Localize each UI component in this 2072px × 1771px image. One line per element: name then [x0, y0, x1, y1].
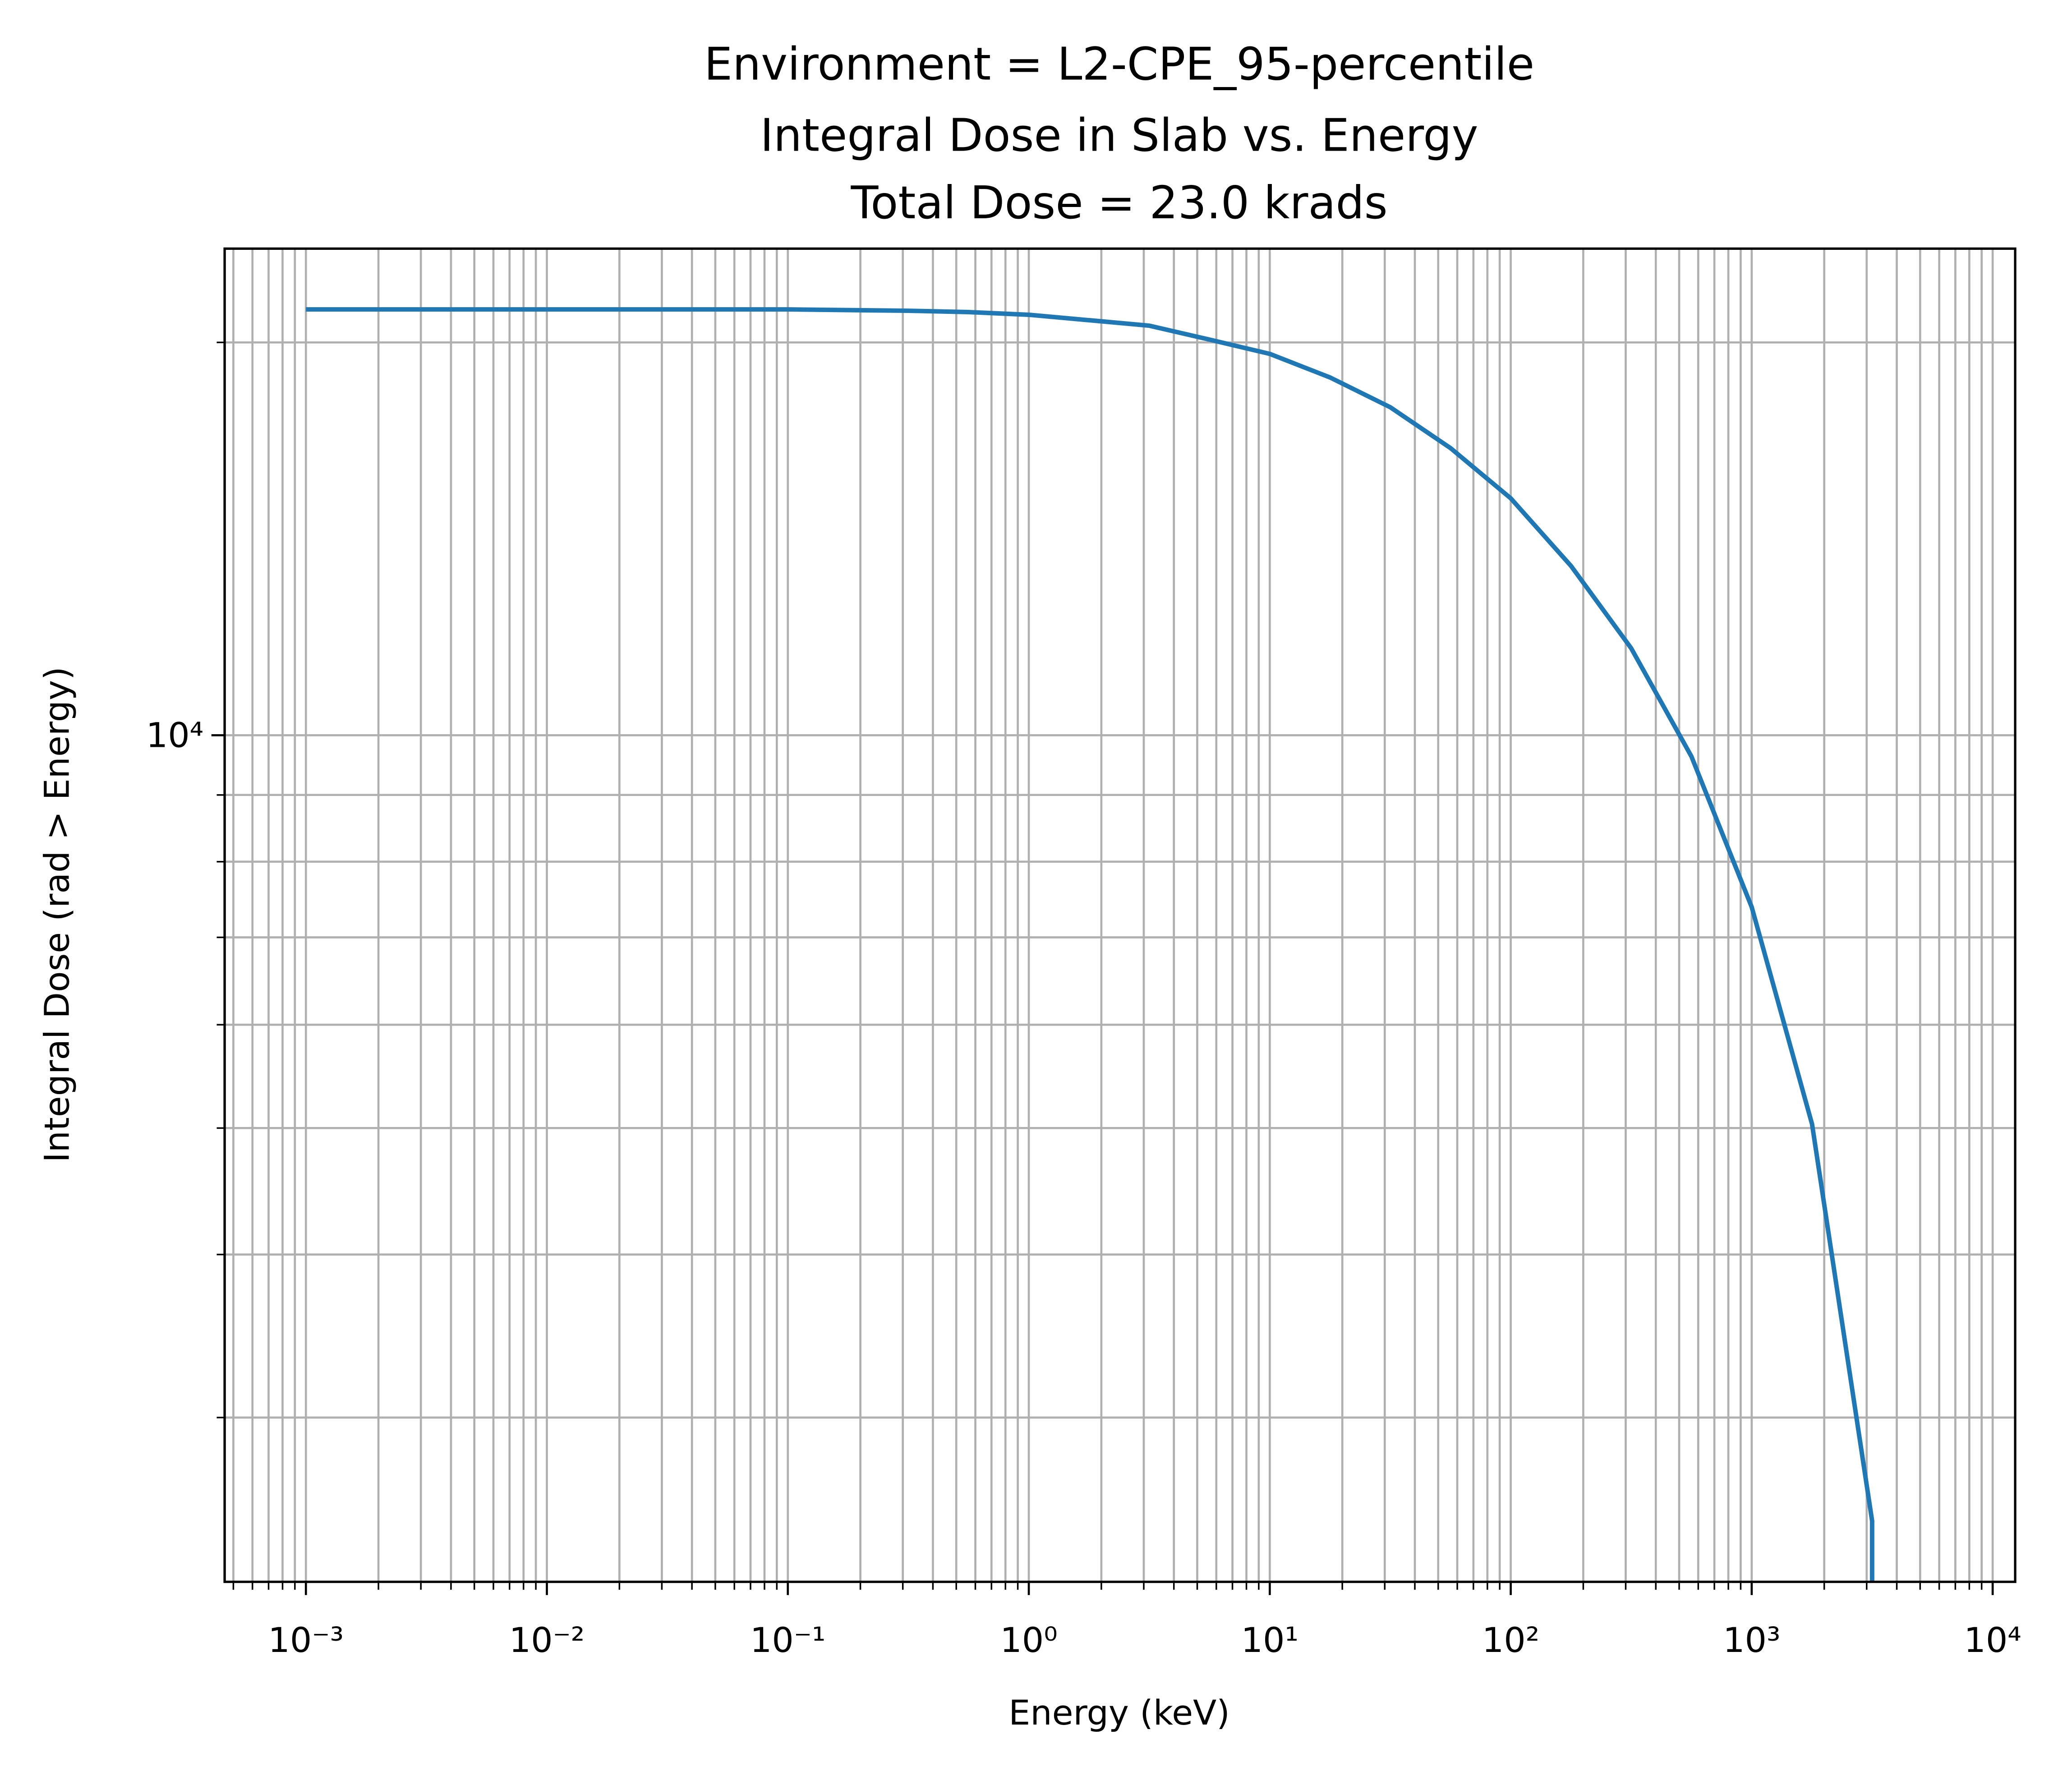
- chart-title: Total Dose = 23.0 krads: [850, 177, 1387, 229]
- x-tick-label: 10⁻²: [509, 1620, 585, 1660]
- y-tick-label: 10⁴: [146, 715, 203, 755]
- x-axis-label: Energy (keV): [1008, 1693, 1230, 1733]
- chart-title: Integral Dose in Slab vs. Energy: [760, 110, 1478, 162]
- x-tick-label: 10³: [1723, 1620, 1780, 1660]
- chart-title: Environment = L2-CPE_95-percentile: [704, 38, 1534, 90]
- x-tick-label: 10⁰: [1000, 1620, 1057, 1660]
- plot-frame: [223, 247, 2017, 1583]
- x-tick-label: 10¹: [1241, 1620, 1298, 1660]
- y-axis-label: Integral Dose (rad > Energy): [37, 667, 77, 1163]
- data-line: [306, 307, 1874, 1582]
- x-tick-label: 10⁻³: [268, 1620, 344, 1660]
- x-tick-label: 10⁻¹: [750, 1620, 826, 1660]
- series: [306, 307, 1874, 1582]
- x-tick-label: 10⁴: [1964, 1620, 2021, 1660]
- x-tick-label: 10²: [1482, 1620, 1539, 1660]
